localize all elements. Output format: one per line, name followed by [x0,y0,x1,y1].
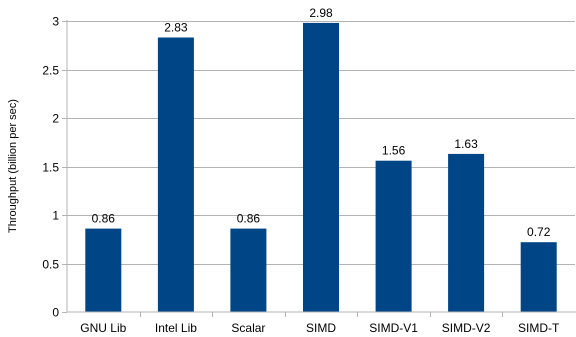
y-axis-title: Throughput (billion per sec) [7,99,19,233]
y-tick-label: 2.5 [42,64,59,78]
x-tick-label: SIMD [306,321,336,335]
data-label: 2.98 [309,6,333,20]
bar-intel-lib [158,38,194,313]
y-tick-label: 2 [52,112,59,126]
y-tick-label: 0.5 [42,258,59,272]
x-tick-label: SIMD-V1 [369,321,418,335]
bar-simd-t [521,242,557,312]
bar-simd [303,23,339,312]
data-label: 0.86 [92,212,116,226]
x-tick-label: Intel Lib [155,321,197,335]
bar-gnu-lib [85,229,121,312]
bar-simd-v1 [376,161,412,312]
data-label: 0.86 [237,212,261,226]
y-tick-label: 1.5 [42,161,59,175]
x-tick-label: SIMD-V2 [442,321,491,335]
bar-simd-v2 [448,154,484,312]
y-tick-label: 1 [52,209,59,223]
bar-scalar [230,229,266,312]
x-tick-label: GNU Lib [80,321,126,335]
data-label: 0.72 [527,225,551,239]
data-label: 2.83 [164,21,188,35]
x-tick-label: Scalar [231,321,265,335]
x-tick-label: SIMD-T [518,321,560,335]
y-tick-label: 3 [52,15,59,29]
y-tick-label: 0 [52,306,59,320]
data-label: 1.63 [454,137,478,151]
data-label: 1.56 [382,144,406,158]
